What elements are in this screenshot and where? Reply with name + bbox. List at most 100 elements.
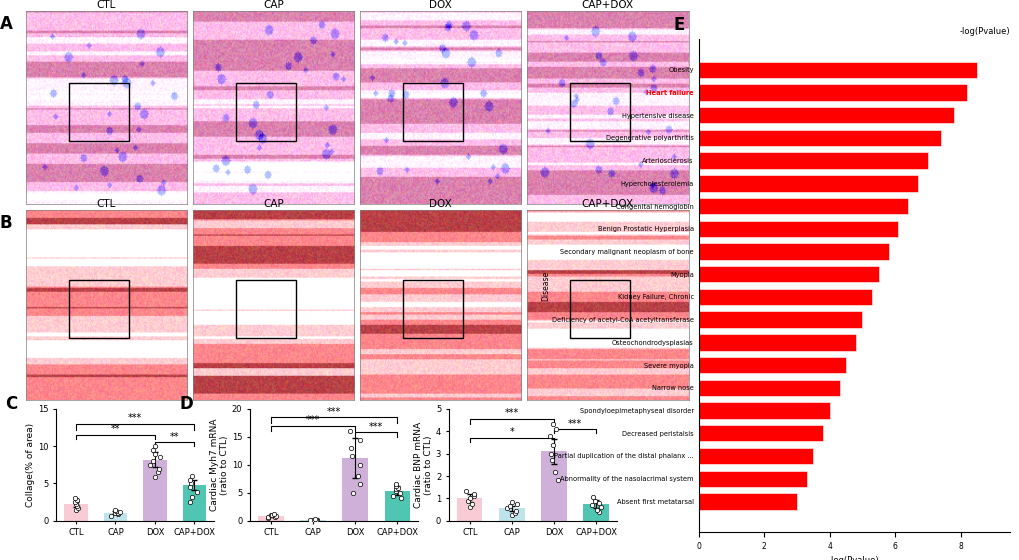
Title: CAP: CAP [263, 199, 283, 209]
Point [308, 515, 324, 524]
Point [145, 456, 161, 465]
Bar [403, 281, 463, 338]
Point [591, 498, 607, 507]
Text: D: D [179, 395, 193, 413]
Bar [698, 175, 917, 192]
Bar [698, 107, 953, 123]
Point [546, 467, 562, 476]
Bar [698, 244, 888, 260]
Point [352, 480, 368, 489]
Point [184, 492, 201, 501]
Bar [698, 334, 855, 351]
Text: **: ** [170, 432, 179, 442]
Point [584, 493, 600, 502]
Point [301, 515, 317, 524]
Point [466, 492, 482, 501]
Point [67, 494, 84, 503]
Point [387, 485, 404, 494]
Point [107, 509, 123, 518]
Bar [698, 311, 862, 328]
Point [544, 420, 560, 429]
Text: E: E [674, 16, 685, 34]
Point [464, 500, 480, 508]
Bar [698, 470, 806, 487]
Point [265, 510, 281, 519]
Text: A: A [0, 15, 12, 33]
Point [506, 508, 523, 517]
Point [267, 512, 283, 521]
Title: CTL: CTL [97, 199, 116, 209]
Point [350, 472, 366, 480]
Bar [342, 458, 368, 521]
Point [352, 435, 368, 444]
Point [147, 442, 163, 451]
Point [150, 468, 166, 477]
Point [107, 505, 123, 514]
Point [344, 488, 361, 497]
Point [189, 488, 205, 497]
Point [547, 424, 564, 433]
Point [151, 453, 167, 462]
Point [147, 449, 163, 458]
Point [142, 460, 158, 469]
Title: CAP+DOX: CAP+DOX [581, 199, 633, 209]
Point [68, 506, 85, 515]
Bar [698, 152, 927, 169]
Bar [64, 505, 88, 521]
Point [68, 500, 85, 509]
Text: ***: *** [369, 422, 383, 432]
Point [462, 494, 478, 503]
Point [503, 497, 520, 506]
Point [501, 502, 518, 511]
Text: C: C [5, 395, 17, 413]
Text: ***: *** [128, 413, 142, 423]
Point [586, 496, 602, 505]
Point [306, 516, 322, 525]
Bar [384, 491, 410, 521]
Point [181, 498, 198, 507]
Bar [104, 512, 127, 521]
Bar [698, 62, 976, 78]
Y-axis label: Disease: Disease [541, 270, 550, 301]
Point [352, 460, 368, 469]
Point [307, 515, 323, 524]
Text: ***: *** [504, 408, 519, 418]
Bar [698, 493, 796, 510]
Bar [499, 508, 524, 521]
Title: CAP: CAP [263, 1, 283, 11]
Point [541, 431, 557, 440]
Y-axis label: Cardiac Myh7 mRNA
(ratio to CTL): Cardiac Myh7 mRNA (ratio to CTL) [209, 418, 228, 511]
Point [458, 486, 474, 495]
Title: DOX: DOX [429, 1, 451, 11]
Bar [698, 130, 941, 146]
Point [459, 496, 475, 505]
Point [466, 489, 482, 498]
Point [112, 507, 128, 516]
Point [343, 452, 360, 461]
Point [147, 473, 163, 482]
Bar [258, 516, 283, 521]
Bar [698, 403, 828, 419]
Y-axis label: Collage(% of area): Collage(% of area) [26, 423, 35, 507]
Point [110, 510, 126, 519]
Point [542, 449, 558, 458]
Point [384, 491, 400, 500]
Text: **: ** [110, 424, 120, 434]
Text: ***: *** [306, 415, 320, 425]
Point [390, 483, 407, 492]
Bar [698, 266, 878, 282]
Bar [541, 451, 567, 521]
Point [69, 496, 86, 505]
Bar [698, 357, 845, 374]
Point [103, 511, 119, 520]
Point [592, 503, 608, 512]
Point [342, 444, 359, 452]
Point [145, 445, 161, 454]
Point [309, 515, 325, 524]
Point [70, 503, 87, 512]
Bar [698, 221, 898, 237]
Point [507, 506, 524, 515]
Point [68, 501, 85, 510]
Point [590, 507, 606, 516]
Title: CAP+DOX: CAP+DOX [581, 1, 633, 11]
